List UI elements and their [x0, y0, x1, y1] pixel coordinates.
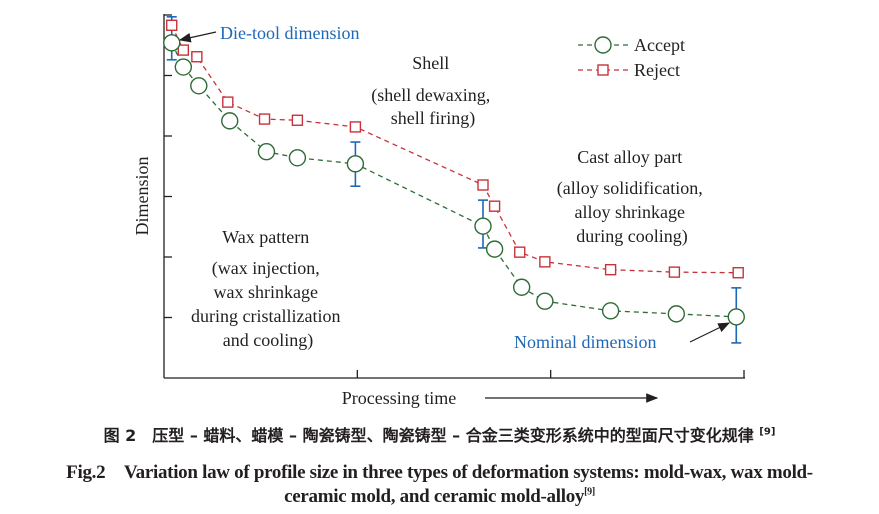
- point-reject: [349, 121, 362, 133]
- legend-item-accept: Accept: [578, 35, 685, 55]
- point-accept: [727, 308, 745, 326]
- point-accept: [174, 58, 193, 76]
- point-reject: [177, 44, 190, 56]
- annotation-cast-alloy: Cast alloy part (alloy solidification, a…: [557, 147, 707, 247]
- caption-chinese-ref: [9]: [759, 426, 776, 438]
- point-reject: [604, 264, 617, 276]
- point-accept: [163, 34, 181, 52]
- point-accept: [288, 149, 307, 167]
- annotation-nominal: Nominal dimension: [514, 332, 657, 352]
- point-reject: [291, 114, 304, 126]
- caption-english-ref: [9]: [584, 486, 595, 498]
- point-accept: [667, 305, 686, 323]
- caption-chinese-text: 图 2 压型 – 蜡料、蜡模 – 陶瓷铸型、陶瓷铸型 – 合金三类变形系统中的型…: [103, 426, 754, 445]
- annotation-wax-pattern: Wax pattern (wax injection, wax shrinkag…: [191, 227, 345, 351]
- legend-label-accept: Accept: [634, 35, 685, 55]
- point-reject: [477, 179, 489, 191]
- die-tool-arrow: [178, 31, 217, 43]
- legend: Accept Reject: [578, 35, 685, 80]
- point-reject: [732, 267, 744, 279]
- point-reject: [514, 246, 526, 258]
- point-reject: [166, 19, 178, 31]
- point-accept: [536, 292, 554, 310]
- legend-circle-marker: [594, 36, 612, 54]
- nominal-arrow: [689, 322, 731, 343]
- point-accept: [221, 112, 239, 130]
- point-accept: [190, 77, 208, 95]
- point-reject: [539, 256, 551, 268]
- x-axis-label: Processing time: [342, 388, 457, 408]
- point-reject: [191, 51, 203, 63]
- point-accept: [512, 278, 531, 296]
- chart: Dimension Processing time Die-tool dimen…: [132, 14, 745, 408]
- caption-english-line2: ceramic mold, and ceramic mold-alloy[9]: [0, 486, 879, 508]
- annotation-shell: Shell (shell dewaxing, shell firing): [371, 53, 494, 129]
- legend-label-reject: Reject: [634, 60, 680, 80]
- caption-english-line1: Fig.2 Variation law of profile size in t…: [66, 462, 813, 483]
- legend-square-marker: [597, 64, 609, 76]
- series-line-reject: [171, 25, 739, 274]
- point-reject: [668, 266, 681, 278]
- point-accept: [346, 155, 365, 173]
- point-accept: [257, 143, 276, 161]
- legend-item-reject: Reject: [578, 60, 680, 80]
- point-accept: [485, 240, 504, 258]
- point-reject: [222, 96, 234, 108]
- annotation-die-tool: Die-tool dimension: [220, 23, 359, 43]
- point-reject: [488, 200, 501, 212]
- caption-chinese: 图 2 压型 – 蜡料、蜡模 – 陶瓷铸型、陶瓷铸型 – 合金三类变形系统中的型…: [0, 422, 879, 446]
- point-accept: [601, 302, 620, 320]
- point-accept: [474, 217, 492, 235]
- y-axis-label: Dimension: [132, 157, 152, 236]
- caption-english-text: ceramic mold, and ceramic mold-alloy: [284, 486, 585, 507]
- point-reject: [258, 113, 271, 125]
